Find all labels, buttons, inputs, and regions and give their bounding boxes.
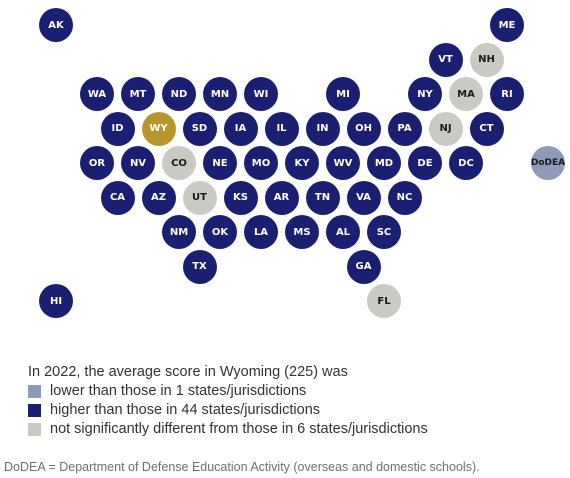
state-tile-wi: WI bbox=[244, 77, 278, 111]
state-tile-tn: TN bbox=[305, 180, 340, 215]
state-tile-ia: IA bbox=[223, 111, 258, 146]
state-tile-oh: OH bbox=[346, 111, 381, 146]
legend: In 2022, the average score in Wyoming (2… bbox=[28, 363, 558, 439]
state-tile-me: ME bbox=[490, 8, 524, 42]
state-tile-id: ID bbox=[100, 111, 135, 146]
state-tile-al: AL bbox=[326, 215, 360, 249]
legend-swatch-not-significant bbox=[28, 423, 41, 436]
state-tile-fl: FL bbox=[367, 284, 401, 318]
state-tile-nv: NV bbox=[121, 146, 155, 180]
state-tile-nd: ND bbox=[162, 77, 196, 111]
state-tile-sd: SD bbox=[182, 111, 217, 146]
state-tile-ny: NY bbox=[408, 77, 442, 111]
state-tile-ks: KS bbox=[223, 180, 258, 215]
state-tile-az: AZ bbox=[141, 180, 176, 215]
state-tile-mt: MT bbox=[121, 77, 155, 111]
footnote: DoDEA = Department of Defense Education … bbox=[4, 460, 480, 474]
legend-label-higher: higher than those in 44 states/jurisdict… bbox=[50, 402, 321, 418]
state-tile-ne: NE bbox=[203, 146, 237, 180]
state-tile-nm: NM bbox=[162, 215, 196, 249]
state-tile-ut: UT bbox=[182, 180, 217, 215]
state-tile-ri: RI bbox=[490, 77, 524, 111]
state-tile-md: MD bbox=[367, 146, 401, 180]
state-tile-va: VA bbox=[346, 180, 381, 215]
state-tile-ga: GA bbox=[346, 249, 381, 284]
state-tile-mo: MO bbox=[244, 146, 278, 180]
legend-label-not-significant: not significantly different from those i… bbox=[50, 421, 428, 437]
state-tile-ma: MA bbox=[449, 77, 483, 111]
state-tile-mn: MN bbox=[203, 77, 237, 111]
state-tile-ky: KY bbox=[285, 146, 319, 180]
state-tile-ms: MS bbox=[285, 215, 319, 249]
state-tile-il: IL bbox=[264, 111, 299, 146]
state-tile-dc: DC bbox=[449, 146, 483, 180]
state-tile-ak: AK bbox=[39, 8, 73, 42]
state-tile-ca: CA bbox=[100, 180, 135, 215]
legend-swatch-lower bbox=[28, 385, 41, 398]
state-tile-vt: VT bbox=[428, 42, 463, 77]
state-tile-hi: HI bbox=[39, 284, 73, 318]
legend-swatch-higher bbox=[28, 404, 41, 417]
state-tile-de: DE bbox=[408, 146, 442, 180]
state-tile-nc: NC bbox=[387, 180, 422, 215]
legend-label-lower: lower than those in 1 states/jurisdictio… bbox=[50, 383, 307, 399]
state-tile-ok: OK bbox=[203, 215, 237, 249]
state-tile-tx: TX bbox=[182, 249, 217, 284]
state-tile-dodea: DoDEA bbox=[531, 146, 565, 180]
legend-item-higher: higher than those in 44 states/jurisdict… bbox=[28, 401, 558, 420]
state-tile-pa: PA bbox=[387, 111, 422, 146]
state-tile-wy: WY bbox=[141, 111, 176, 146]
state-tile-la: LA bbox=[244, 215, 278, 249]
legend-item-not-significant: not significantly different from those i… bbox=[28, 420, 558, 439]
state-tile-co: CO bbox=[162, 146, 196, 180]
legend-intro: In 2022, the average score in Wyoming (2… bbox=[28, 364, 348, 380]
state-tile-nj: NJ bbox=[428, 111, 463, 146]
tile-grid-map: AK ME VT NH WA MT ND MN WI MI NY MA RI ID WY SD IA IL IN OH… bbox=[39, 8, 565, 318]
legend-item-lower: lower than those in 1 states/jurisdictio… bbox=[28, 382, 558, 401]
state-tile-sc: SC bbox=[367, 215, 401, 249]
state-tile-wv: WV bbox=[326, 146, 360, 180]
state-tile-or: OR bbox=[80, 146, 114, 180]
state-tile-ct: CT bbox=[469, 111, 504, 146]
state-tile-nh: NH bbox=[469, 42, 504, 77]
state-tile-in: IN bbox=[305, 111, 340, 146]
state-tile-ar: AR bbox=[264, 180, 299, 215]
state-tile-mi: MI bbox=[326, 77, 360, 111]
state-tile-wa: WA bbox=[80, 77, 114, 111]
